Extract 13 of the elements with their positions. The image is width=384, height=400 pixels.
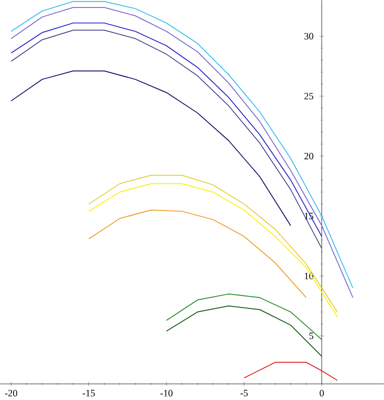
x-tick-label: -5 <box>240 390 248 396</box>
x-tick-label: -15 <box>82 390 95 396</box>
y-tick-label: 20 <box>304 152 314 160</box>
line-series <box>166 294 322 340</box>
y-tick-label: 25 <box>304 92 314 100</box>
y-tick-label: 5 <box>309 332 314 340</box>
x-tick-label: -10 <box>160 390 172 396</box>
line-series <box>10 70 292 226</box>
y-tick-label: 30 <box>304 32 314 40</box>
line-series <box>166 306 322 357</box>
x-tick-label: 0 <box>320 390 324 396</box>
x-tick-label: -20 <box>4 390 18 396</box>
line-series <box>244 362 338 381</box>
